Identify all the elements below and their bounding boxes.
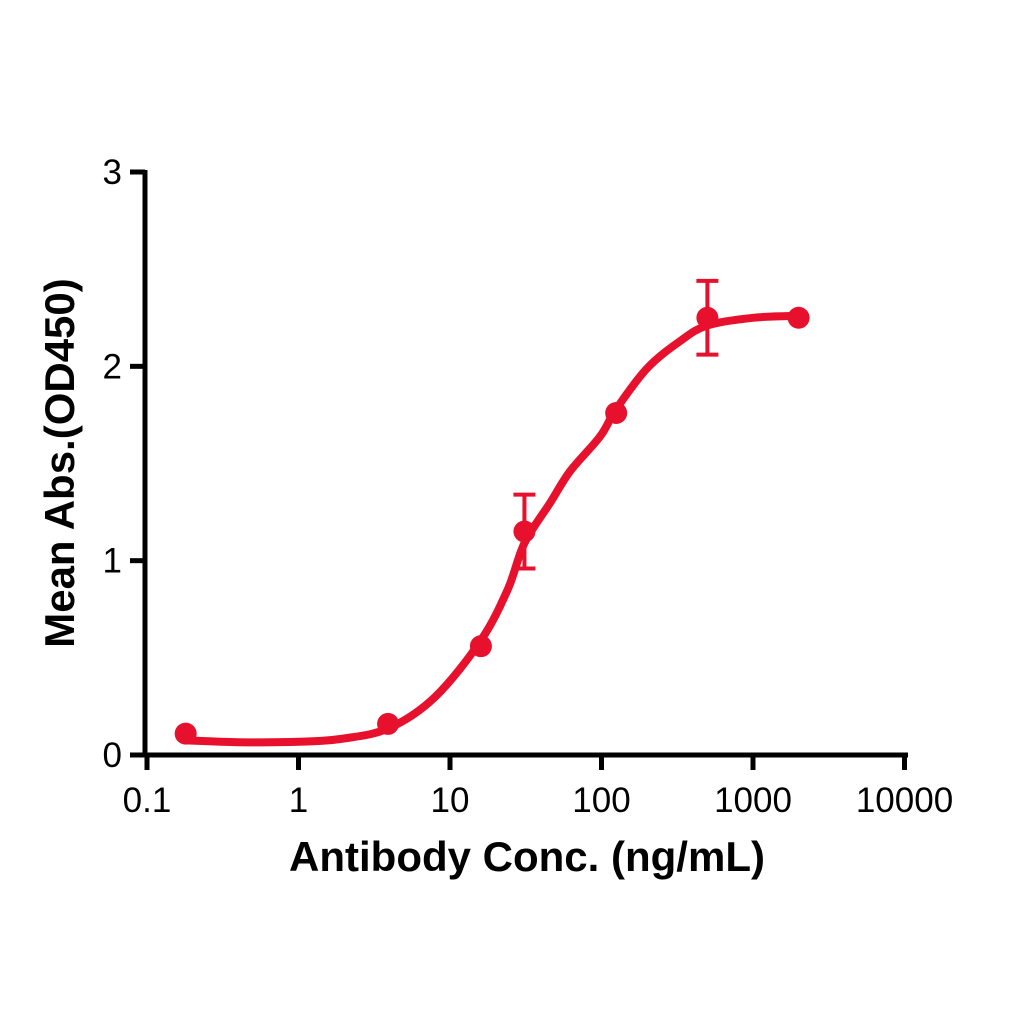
axes	[142, 170, 908, 758]
x-tick-label: 1000	[714, 781, 792, 820]
x-tick-label: 100	[572, 781, 630, 820]
data-point	[377, 712, 400, 735]
y-tick-label: 0	[103, 736, 122, 775]
y-axis-title: Mean Abs.(OD450)	[36, 278, 83, 648]
data-point	[787, 306, 810, 329]
fit-curve	[181, 311, 803, 747]
data-point	[513, 520, 536, 543]
x-tick-label: 0.1	[123, 781, 172, 820]
x-axis-title: Antibody Conc. (ng/mL)	[289, 833, 765, 880]
data-point	[696, 306, 719, 329]
y-axis-ticks: 0 1 2 3	[103, 153, 145, 775]
x-axis-ticks: 0.1 1 10 100 1000 10000	[123, 755, 953, 820]
x-tick-label: 10000	[856, 781, 953, 820]
x-tick-label: 1	[289, 781, 308, 820]
x-tick-label: 10	[431, 781, 470, 820]
data-point	[174, 722, 197, 745]
data-point	[605, 401, 628, 424]
y-tick-label: 2	[103, 347, 122, 386]
y-tick-label: 3	[103, 153, 122, 192]
data-point	[469, 635, 492, 658]
y-tick-label: 1	[103, 542, 122, 581]
data-series	[174, 278, 810, 747]
